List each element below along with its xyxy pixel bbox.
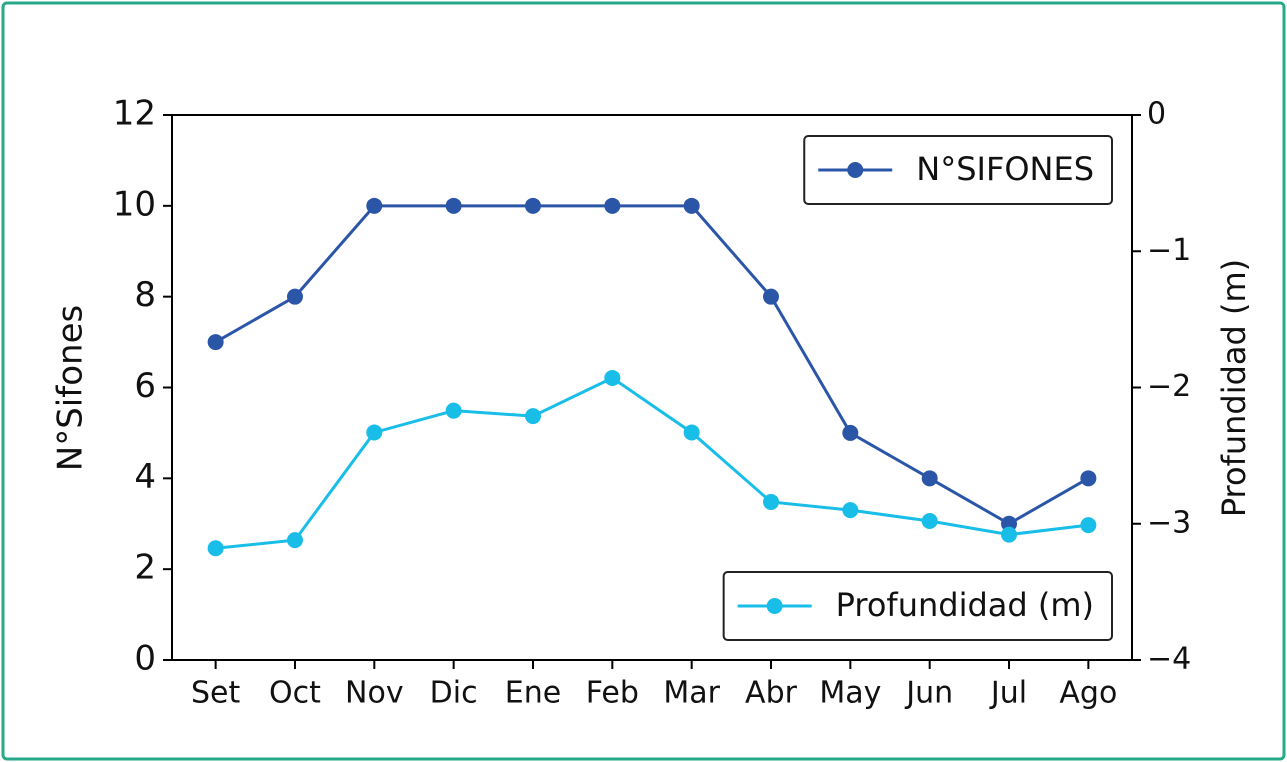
y-tick-label: 6 [134,366,156,406]
point [445,197,462,214]
point [1001,526,1018,543]
x-tick-label: Dic [430,676,478,711]
point [683,197,700,214]
legend-marker [847,162,864,178]
legend-label: N°SIFONES [916,150,1094,188]
point [604,369,621,386]
x-tick-label: Abr [745,676,798,711]
point [763,493,780,510]
x-tick-label: Jun [904,676,953,711]
point [1080,517,1097,534]
point [604,197,621,214]
series-line [215,376,1089,550]
x-tick-label: Mar [663,676,720,711]
legend-box [803,135,1113,205]
point [445,402,462,419]
y-tick-label: 12 [113,94,156,134]
point [524,408,541,425]
y2-tick-label: −3 [1147,505,1191,540]
x-tick-label: May [819,676,881,711]
point [286,532,303,549]
y2-tick-label: −4 [1147,642,1191,677]
x-tick-label: Set [191,676,241,711]
y-tick-label: 4 [134,457,156,497]
y2-axis-label: Profundidad (m) [1215,259,1253,517]
point [842,502,859,519]
y2-tick-label: −2 [1147,369,1191,404]
x-tick-label: Jul [989,676,1027,711]
x-tick-label: Feb [586,676,639,711]
legend-label: Profundidad (m) [836,586,1094,624]
point [763,288,780,305]
x-tick-label: Ago [1059,676,1117,711]
point [842,424,859,441]
x-tick-label: Oct [269,676,321,711]
point [207,540,224,557]
series-line [214,204,1090,526]
x-tick-label: Ene [505,676,561,711]
point [524,197,541,214]
y-tick-label: 10 [113,184,156,224]
y2-tick-label: 0 [1147,97,1166,132]
point [366,424,383,441]
point [683,424,700,441]
legend [803,135,1113,205]
x-tick-label: Nov [345,676,404,711]
legend [722,571,1113,641]
y-tick-label: 0 [134,639,156,679]
point [921,470,938,487]
legend-box [722,571,1113,641]
y-tick-label: 8 [134,275,156,315]
y2-tick-label: −1 [1147,233,1191,268]
point [207,334,224,351]
y-axis-label: N°Sifones [51,305,91,471]
y-tick-label: 2 [134,548,156,588]
point [366,197,383,214]
point [1080,470,1097,487]
point [921,513,938,530]
point [286,288,303,305]
legend-marker [766,598,783,614]
